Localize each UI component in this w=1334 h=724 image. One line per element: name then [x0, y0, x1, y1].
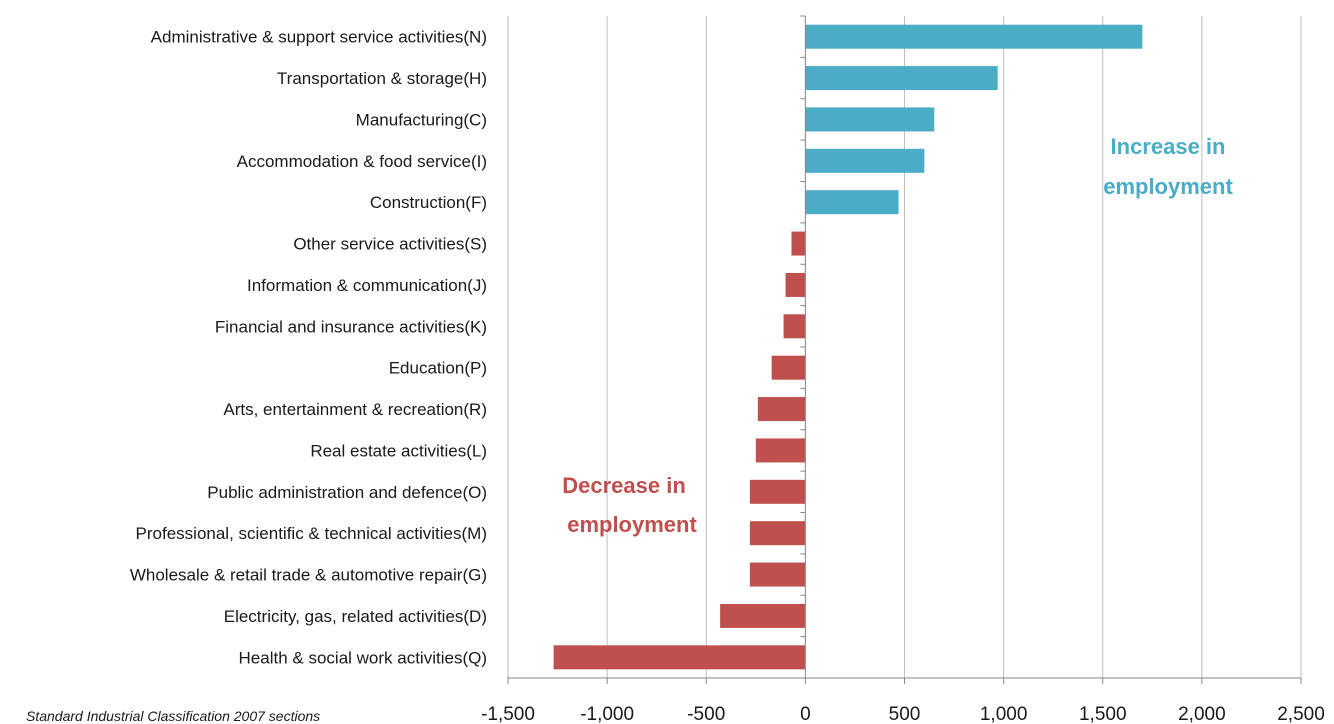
- bar: [755, 438, 806, 463]
- axes: [507, 15, 1302, 684]
- bar: [749, 562, 806, 587]
- x-tick-label: 500: [889, 704, 921, 724]
- category-label: Wholesale & retail trade & automotive re…: [130, 566, 487, 585]
- category-label: Public administration and defence(O): [207, 483, 487, 502]
- category-label: Transportation & storage(H): [277, 69, 487, 88]
- x-tick-label: 0: [800, 704, 811, 724]
- x-tick-labels: -1,500 -1,000 -500 0 500 1,000 1,500 2,000 2,500: [481, 704, 1325, 724]
- increase-annotation-line-2: employment: [1103, 174, 1233, 199]
- x-tick-label: 2,000: [1178, 704, 1226, 724]
- bar: [805, 24, 1143, 49]
- category-label: Financial and insurance activities(K): [215, 317, 487, 336]
- category-label: Manufacturing(C): [356, 110, 487, 129]
- x-tick-label: -500: [687, 704, 725, 724]
- category-label: Health & social work activities(Q): [239, 648, 487, 667]
- x-tick-label: -1,500: [481, 704, 535, 724]
- category-label: Arts, entertainment & recreation(R): [223, 400, 487, 419]
- bar: [749, 521, 806, 546]
- decrease-annotation-line-2: employment: [567, 512, 697, 537]
- bar: [720, 603, 806, 628]
- category-label: Real estate activities(L): [310, 441, 487, 460]
- bar: [553, 645, 806, 670]
- bar: [805, 107, 935, 132]
- bar: [783, 314, 806, 339]
- category-label: Administrative & support service activit…: [151, 28, 487, 47]
- x-tick-label: 2,500: [1277, 704, 1325, 724]
- category-labels: Administrative & support service activit…: [130, 28, 487, 668]
- bar: [785, 272, 806, 297]
- category-label: Accommodation & food service(I): [237, 152, 487, 171]
- bar: [791, 231, 806, 256]
- category-label: Electricity, gas, related activities(D): [224, 607, 487, 626]
- x-tick-label: 1,500: [1079, 704, 1127, 724]
- bar: [805, 190, 899, 215]
- bar: [757, 397, 806, 422]
- x-tick-label: -1,000: [580, 704, 634, 724]
- category-label: Information & communication(J): [247, 276, 487, 295]
- chart-caption: Standard Industrial Classification 2007 …: [26, 708, 320, 724]
- category-label: Other service activities(S): [293, 235, 487, 254]
- bar: [749, 479, 806, 504]
- bar: [771, 355, 806, 380]
- category-label: Professional, scientific & technical act…: [136, 524, 487, 543]
- x-tick-label: 1,000: [980, 704, 1028, 724]
- bar: [805, 148, 925, 173]
- decrease-annotation-line-1: Decrease in: [562, 473, 686, 498]
- bars: [553, 24, 1143, 670]
- category-label: Construction(F): [370, 193, 487, 212]
- increase-annotation-line-1: Increase in: [1111, 134, 1226, 159]
- category-label: Education(P): [389, 359, 487, 378]
- bar: [805, 66, 998, 91]
